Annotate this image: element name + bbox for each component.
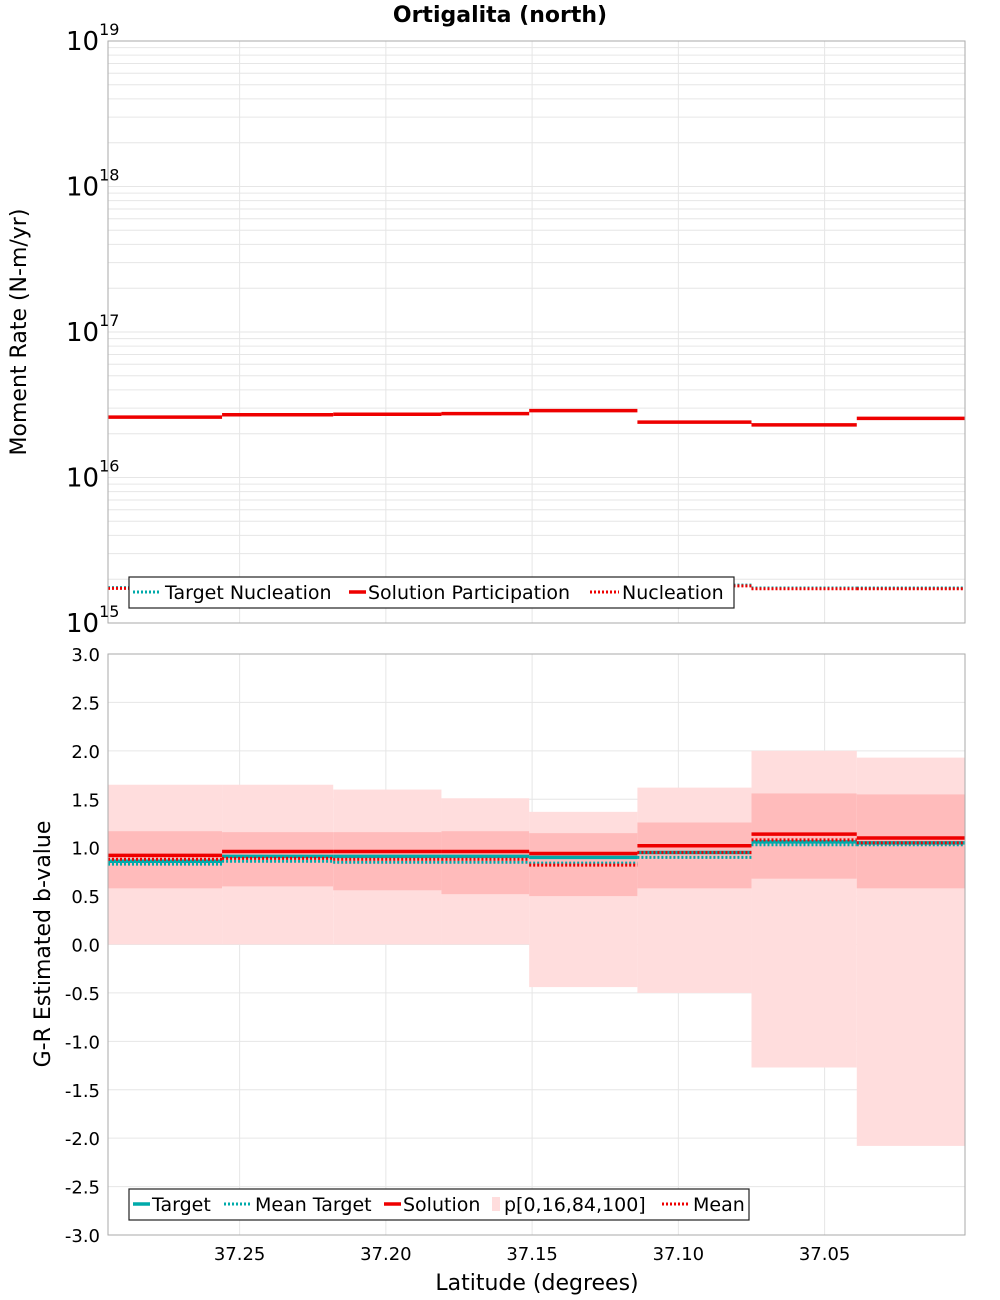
- legend-mean-target-label: Mean Target: [255, 1194, 372, 1216]
- moment-rate-frame: [107, 40, 966, 624]
- moment-rate-y-tick-label: 1019: [66, 20, 119, 57]
- legend-mean-label: Mean: [693, 1194, 745, 1216]
- percentile-band-outer: [637, 787, 752, 993]
- series-target: [108, 840, 965, 863]
- legend-solution-label: Solution: [403, 1194, 480, 1216]
- percentile-band-inner: [333, 832, 442, 891]
- legend-solution-participation-label: Solution Participation: [368, 582, 570, 604]
- legend-target-label: Target: [151, 1194, 211, 1216]
- b-value-y-tick-label: 0.5: [71, 887, 100, 908]
- b-value-y-tick-label: -1.0: [65, 1032, 100, 1053]
- moment-rate-y-label: Moment Rate (N-m/yr): [7, 209, 32, 456]
- chart-title: Ortigalita (north): [393, 3, 607, 28]
- moment-rate-y-tick-label: 1018: [66, 166, 119, 203]
- b-value-y-tick-label: 1.0: [71, 839, 100, 860]
- series-mean-target: [108, 843, 965, 866]
- x-axis-label: Latitude (degrees): [435, 1271, 638, 1296]
- percentile-band-inner: [637, 822, 752, 889]
- moment-rate-y-tick-label: 1015: [66, 602, 119, 639]
- legend-percentile-band-swatch: [492, 1197, 500, 1211]
- b-value-y-label: G-R Estimated b-value: [31, 821, 56, 1068]
- moment-rate-legend-box: [128, 576, 735, 609]
- b-value-percentile-band: [108, 750, 965, 1146]
- b-value-y-tick-label: 1.5: [71, 790, 100, 811]
- b-value-frame: [107, 653, 966, 1236]
- x-tick-label: 37.05: [799, 1244, 851, 1265]
- percentile-band-inner: [529, 833, 638, 897]
- b-value-y-tick-label: 3.0: [71, 645, 100, 666]
- b-value-y-tick-label: -1.5: [65, 1081, 100, 1102]
- b-value-y-tick-label: 2.5: [71, 693, 100, 714]
- b-value-y-tick-label: -2.0: [65, 1129, 100, 1150]
- moment-rate-y-tick-label: 1016: [66, 457, 119, 494]
- moment-rate-legend: Target Nucleation Solution Participation…: [128, 576, 735, 609]
- x-tick-label: 37.15: [506, 1244, 558, 1265]
- legend-nucleation-label: Nucleation: [622, 582, 724, 604]
- x-tick-label: 37.10: [653, 1244, 705, 1265]
- b-value-panel: 3.0 2.5 2.0 1.5 1.0 0.5 0.0 -0.5 -1.0 -1.5 -2.0 -2.…: [31, 645, 966, 1296]
- moment-rate-y-ticks: 1015 1016 1017 1018 1019: [66, 20, 119, 639]
- series-solution: [108, 832, 965, 858]
- b-value-y-tick-label: 2.0: [71, 742, 100, 763]
- x-tick-label: 37.25: [214, 1244, 266, 1265]
- legend-percentile-band-label: p[0,16,84,100]: [504, 1194, 646, 1216]
- x-tick-label: 37.20: [360, 1244, 412, 1265]
- b-value-y-tick-label: 0.0: [71, 936, 100, 957]
- legend-target-nucleation-label: Target Nucleation: [164, 582, 332, 604]
- series-solution-participation: [108, 408, 965, 427]
- b-value-series: [108, 832, 965, 867]
- b-value-y-tick-label: -3.0: [65, 1226, 100, 1247]
- moment-rate-panel: 1015 1016 1017 1018 1019 Moment Rate (N-m/yr…: [7, 20, 966, 639]
- b-value-legend: Target Mean Target Solution p[0,16,84,10…: [128, 1188, 750, 1221]
- b-value-y-tick-label: -0.5: [65, 984, 100, 1005]
- b-value-y-tick-label: -2.5: [65, 1178, 100, 1199]
- b-value-y-ticks: 3.0 2.5 2.0 1.5 1.0 0.5 0.0 -0.5 -1.0 -1.5 -2.0 -2.…: [65, 645, 100, 1247]
- moment-rate-y-tick-label: 1017: [66, 311, 119, 348]
- percentile-band-inner: [751, 793, 857, 879]
- moment-rate-grid: [108, 41, 965, 624]
- series-mean: [108, 838, 965, 867]
- b-value-x-ticks: 37.25 37.20 37.15 37.10 37.05: [214, 1244, 851, 1265]
